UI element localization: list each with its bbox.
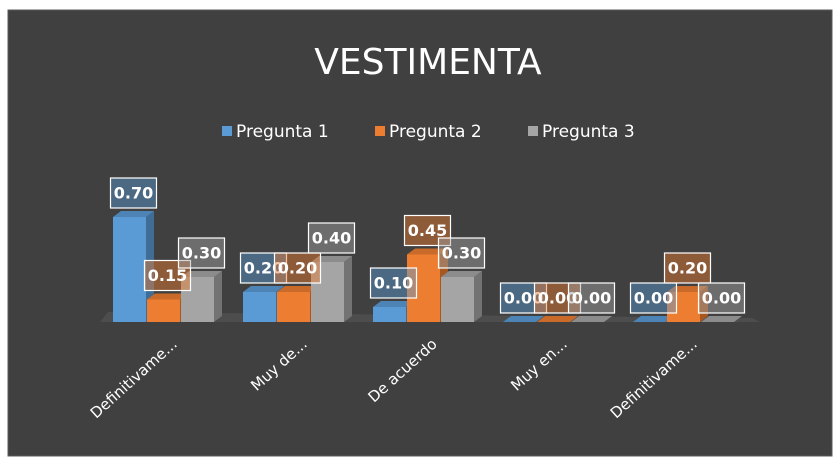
bar-front xyxy=(311,262,344,322)
data-label-box xyxy=(109,177,158,209)
bar xyxy=(571,316,612,323)
bar-top xyxy=(537,316,578,322)
data-label: 0.30 xyxy=(442,244,481,263)
bar-top xyxy=(441,271,482,277)
bar-top xyxy=(311,256,352,262)
data-label-box xyxy=(629,282,678,314)
chart-title: VESTIMENTA xyxy=(314,42,542,83)
bar-top xyxy=(243,286,284,292)
legend-label: Pregunta 2 xyxy=(389,122,482,142)
bar xyxy=(503,316,544,323)
bar-front xyxy=(243,292,276,322)
data-label: 0.70 xyxy=(114,184,153,203)
bar xyxy=(633,316,674,323)
data-label-box xyxy=(567,282,616,314)
data-label: 0.00 xyxy=(538,289,577,308)
legend-swatch xyxy=(375,126,385,136)
data-label: 0.20 xyxy=(278,259,317,278)
bar xyxy=(113,211,154,322)
legend-swatch xyxy=(222,126,232,136)
bar-top xyxy=(503,316,544,322)
bar xyxy=(181,271,222,322)
bar xyxy=(311,256,352,322)
data-label-box xyxy=(499,282,548,314)
data-label: 0.40 xyxy=(312,229,351,248)
legend-label: Pregunta 3 xyxy=(542,122,635,142)
bar-side xyxy=(344,256,352,322)
data-label: 0.20 xyxy=(668,259,707,278)
data-label-box xyxy=(307,222,356,254)
data-label-box xyxy=(437,237,486,269)
legend-label: Pregunta 1 xyxy=(236,122,329,142)
legend-swatch xyxy=(528,126,538,136)
data-label-box xyxy=(533,282,582,314)
bar-top xyxy=(407,248,448,255)
bar-front xyxy=(277,292,310,322)
bar-top xyxy=(181,271,222,277)
data-label-box xyxy=(369,267,418,299)
bar-top xyxy=(147,293,188,300)
bar-front xyxy=(667,292,700,322)
data-label-box xyxy=(663,252,712,284)
data-label: 0.00 xyxy=(702,289,741,308)
data-label: 0.15 xyxy=(148,266,187,285)
bar-front xyxy=(113,217,146,322)
bar-front xyxy=(407,254,440,322)
bar-top xyxy=(667,286,708,292)
data-label-box xyxy=(697,282,746,314)
bar-side xyxy=(214,271,222,322)
data-label: 0.00 xyxy=(504,289,543,308)
bar-side xyxy=(146,211,154,322)
bar xyxy=(537,316,578,323)
bar xyxy=(441,271,482,322)
bar-top xyxy=(571,316,612,322)
data-label: 0.20 xyxy=(244,259,283,278)
bar-top xyxy=(113,211,154,217)
bar xyxy=(701,316,742,323)
bar-top xyxy=(373,301,414,307)
bar-top xyxy=(633,316,674,322)
bar-side xyxy=(474,271,482,322)
bar-front xyxy=(441,277,474,322)
data-label: 0.45 xyxy=(408,221,447,240)
bar-top xyxy=(701,316,742,322)
data-label-box xyxy=(143,259,192,292)
bar-front xyxy=(373,307,406,322)
data-label: 0.30 xyxy=(182,244,221,263)
data-label: 0.00 xyxy=(634,289,673,308)
bar-top xyxy=(277,286,318,292)
bar-front xyxy=(147,299,180,322)
data-label-box xyxy=(403,214,452,247)
data-label: 0.00 xyxy=(572,289,611,308)
bar-front xyxy=(181,277,214,322)
data-label-box xyxy=(273,252,322,284)
data-label: 0.10 xyxy=(374,274,413,293)
data-label-box xyxy=(239,252,288,284)
data-label-box xyxy=(177,237,226,269)
